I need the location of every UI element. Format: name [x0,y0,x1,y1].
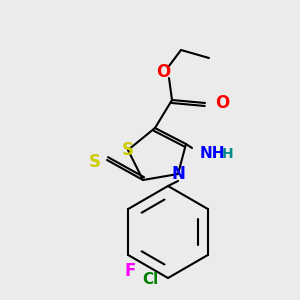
Text: NH: NH [200,146,226,161]
Text: H: H [222,147,234,161]
Text: O: O [156,63,170,81]
Text: N: N [171,165,185,183]
Text: S: S [122,141,134,159]
Text: S: S [89,153,101,171]
Text: Cl: Cl [142,272,158,287]
Text: O: O [215,94,229,112]
Text: F: F [124,262,136,280]
